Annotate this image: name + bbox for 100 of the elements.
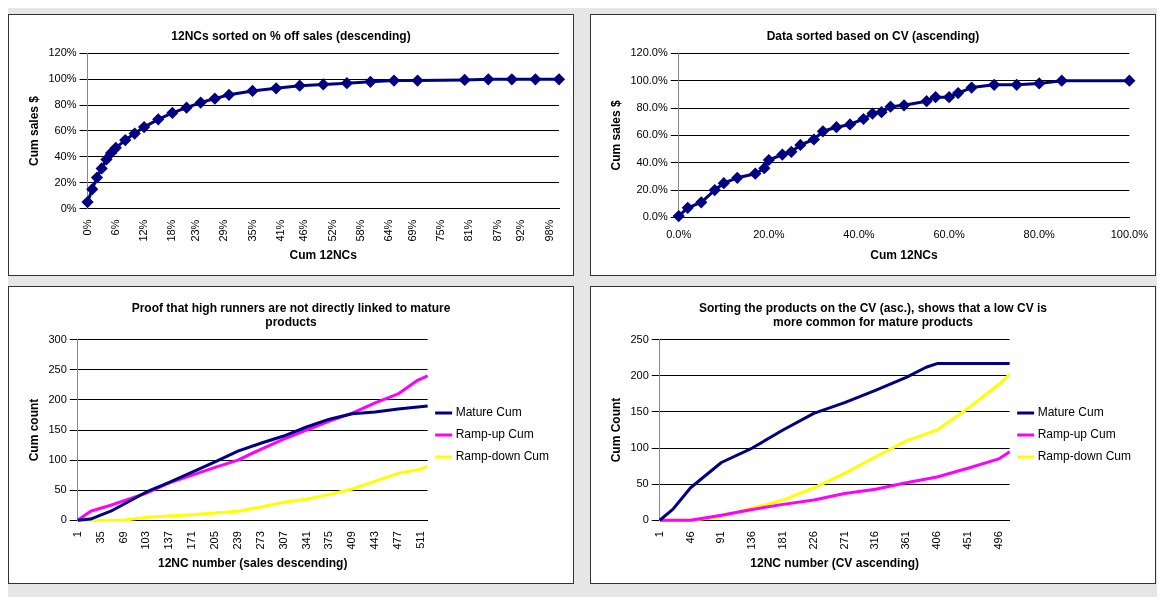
legend-label: Mature Cum — [1037, 405, 1104, 420]
point — [86, 183, 98, 195]
x-tick-label: 103 — [139, 531, 152, 550]
point — [1123, 75, 1135, 87]
chart-title: Data sorted based on CV (ascending) — [766, 28, 980, 43]
point — [898, 99, 910, 111]
point — [988, 79, 1000, 91]
point — [866, 108, 878, 120]
point — [82, 196, 94, 208]
x-tick-label: 46 — [683, 531, 696, 544]
x-axis-title: 12NC number (CV ascending) — [750, 556, 920, 571]
point — [341, 77, 353, 89]
x-tick-label: 23% — [189, 219, 201, 242]
x-tick-label: 92% — [514, 219, 527, 242]
x-axis-title: Cum 12NCs — [870, 248, 939, 263]
y-tick-label: 0% — [60, 201, 77, 214]
point — [270, 82, 282, 94]
x-tick-label: 6% — [108, 219, 121, 236]
point — [506, 73, 518, 85]
x-tick-label: 316 — [868, 531, 881, 550]
x-tick-label: 18% — [165, 219, 178, 242]
x-tick-label: 60.0% — [933, 228, 965, 241]
point — [808, 134, 820, 145]
y-tick-label: 50 — [636, 477, 649, 490]
point — [166, 107, 178, 119]
y-tick-label: 250 — [48, 362, 67, 375]
y-tick-label: 100.0% — [630, 73, 668, 86]
y-tick-label: 150 — [630, 405, 649, 418]
x-tick-label: 226 — [806, 531, 819, 550]
point — [1056, 75, 1068, 87]
y-tick-label: 120.0% — [630, 46, 668, 59]
point — [921, 95, 933, 107]
point — [673, 210, 685, 222]
point — [844, 118, 856, 130]
x-tick-label: 409 — [345, 531, 358, 550]
x-tick-label: 69 — [116, 531, 129, 544]
point — [91, 172, 103, 184]
legend-label: Ramp-up Cum — [1037, 427, 1116, 442]
point — [952, 87, 964, 99]
y-axis-title: Cum sales $ — [26, 95, 41, 167]
legend-label: Mature Cum — [455, 405, 522, 420]
x-tick-label: 361 — [899, 531, 912, 550]
point — [459, 74, 471, 86]
point — [731, 172, 743, 184]
x-tick-label: 171 — [185, 531, 198, 550]
x-tick-label: 52% — [325, 219, 338, 242]
y-axis-title: Cum Count — [608, 397, 623, 463]
point — [876, 106, 887, 118]
y-tick-label: 40% — [54, 149, 77, 162]
y-tick-label: 40.0% — [636, 155, 668, 168]
x-tick-label: 451 — [960, 531, 973, 550]
point — [1011, 79, 1023, 91]
point — [195, 97, 207, 109]
point — [223, 89, 235, 101]
x-tick-label: 375 — [322, 531, 335, 550]
point — [364, 76, 376, 88]
x-tick-label: 477 — [391, 531, 404, 550]
x-tick-label: 273 — [253, 531, 266, 550]
point — [181, 102, 193, 114]
y-axis-title: Cum sales $ — [608, 100, 623, 171]
point — [247, 85, 259, 97]
point — [817, 125, 829, 137]
point — [758, 162, 770, 174]
x-tick-label: 80.0% — [1023, 228, 1056, 241]
point — [119, 134, 131, 146]
point — [785, 146, 797, 158]
point — [152, 113, 164, 125]
point — [294, 80, 306, 92]
x-tick-label: 75% — [434, 219, 447, 242]
y-tick-label: 0 — [60, 513, 67, 526]
x-tick-label: 181 — [776, 531, 789, 550]
y-tick-label: 0 — [642, 513, 649, 526]
y-tick-label: 60.0% — [636, 128, 668, 141]
y-tick-label: 100% — [48, 72, 77, 85]
x-tick-label: 341 — [299, 531, 312, 550]
x-axis-title: 12NC number (sales descending) — [158, 556, 348, 571]
x-tick-label: 58% — [354, 219, 367, 242]
chart-title: 12NCs sorted on % off sales (descending) — [171, 28, 411, 43]
y-tick-label: 250 — [630, 332, 649, 345]
point — [695, 196, 707, 208]
y-tick-label: 80.0% — [636, 101, 668, 114]
x-tick-label: 511 — [413, 531, 426, 549]
point — [718, 177, 730, 189]
point — [482, 73, 494, 85]
x-tick-label: 443 — [368, 531, 381, 550]
point — [749, 168, 761, 180]
point — [930, 91, 942, 103]
x-tick-label: 100.0% — [1110, 228, 1149, 241]
x-tick-label: 98% — [542, 219, 555, 242]
point — [209, 93, 221, 105]
point — [682, 202, 694, 214]
point — [96, 163, 108, 174]
x-tick-label: 496 — [991, 531, 1004, 550]
x-tick-label: 136 — [745, 531, 758, 550]
y-tick-label: 300 — [48, 332, 67, 345]
x-tick-label: 0.0% — [666, 228, 692, 241]
point — [388, 75, 400, 87]
y-tick-label: 60% — [54, 124, 77, 137]
point — [529, 73, 541, 85]
point — [885, 101, 897, 113]
